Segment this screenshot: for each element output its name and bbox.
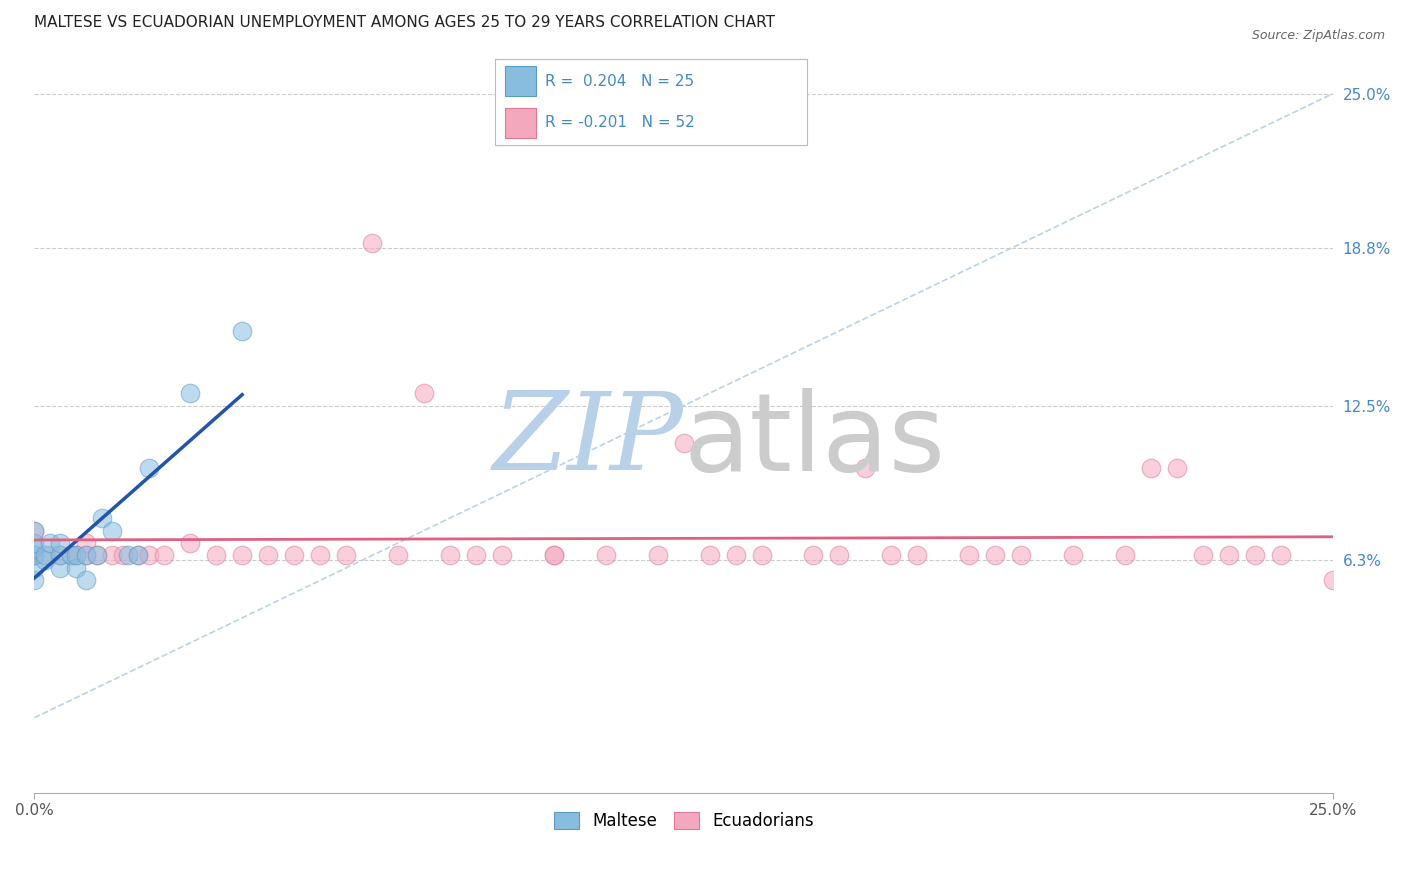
Point bbox=[75, 549, 97, 563]
Point bbox=[39, 549, 62, 563]
Point bbox=[828, 549, 851, 563]
Point bbox=[101, 524, 124, 538]
Point bbox=[179, 386, 201, 401]
Point bbox=[75, 574, 97, 588]
Point bbox=[647, 549, 669, 563]
Point bbox=[1218, 549, 1240, 563]
Point bbox=[86, 549, 108, 563]
Point bbox=[111, 549, 134, 563]
Point bbox=[138, 549, 160, 563]
Point bbox=[65, 561, 87, 575]
Point bbox=[1062, 549, 1084, 563]
Point bbox=[1322, 574, 1344, 588]
Point bbox=[957, 549, 980, 563]
Point bbox=[22, 541, 45, 555]
Point bbox=[283, 549, 305, 563]
Point bbox=[387, 549, 409, 563]
Point bbox=[231, 324, 253, 338]
Point bbox=[65, 549, 87, 563]
Point bbox=[751, 549, 773, 563]
Point bbox=[22, 524, 45, 538]
Point bbox=[724, 549, 747, 563]
Point bbox=[75, 536, 97, 550]
Point bbox=[34, 553, 56, 567]
Point bbox=[90, 511, 112, 525]
Point bbox=[595, 549, 617, 563]
Point bbox=[439, 549, 461, 563]
Point bbox=[22, 524, 45, 538]
Point bbox=[543, 549, 565, 563]
Point bbox=[205, 549, 228, 563]
Text: ZIP: ZIP bbox=[492, 388, 683, 493]
Point bbox=[127, 549, 149, 563]
Point bbox=[257, 549, 280, 563]
Point bbox=[127, 549, 149, 563]
Point bbox=[855, 461, 877, 475]
Point bbox=[1010, 549, 1032, 563]
Point bbox=[22, 549, 45, 563]
Point bbox=[86, 549, 108, 563]
Point bbox=[1114, 549, 1136, 563]
Point bbox=[49, 561, 72, 575]
Point bbox=[1244, 549, 1267, 563]
Point bbox=[1166, 461, 1188, 475]
Point bbox=[699, 549, 721, 563]
Point bbox=[491, 549, 513, 563]
Point bbox=[138, 461, 160, 475]
Legend: Maltese, Ecuadorians: Maltese, Ecuadorians bbox=[547, 805, 820, 837]
Point bbox=[413, 386, 436, 401]
Point bbox=[984, 549, 1007, 563]
Point bbox=[361, 236, 384, 251]
Point bbox=[231, 549, 253, 563]
Point bbox=[101, 549, 124, 563]
Text: MALTESE VS ECUADORIAN UNEMPLOYMENT AMONG AGES 25 TO 29 YEARS CORRELATION CHART: MALTESE VS ECUADORIAN UNEMPLOYMENT AMONG… bbox=[34, 15, 775, 30]
Point bbox=[1140, 461, 1163, 475]
Point bbox=[803, 549, 825, 563]
Point bbox=[22, 574, 45, 588]
Point bbox=[543, 549, 565, 563]
Point bbox=[672, 436, 695, 450]
Point bbox=[905, 549, 928, 563]
Point bbox=[22, 549, 45, 563]
Point bbox=[1270, 549, 1292, 563]
Point bbox=[880, 549, 903, 563]
Point bbox=[59, 549, 82, 563]
Point bbox=[153, 549, 176, 563]
Point bbox=[49, 549, 72, 563]
Point bbox=[22, 561, 45, 575]
Text: Source: ZipAtlas.com: Source: ZipAtlas.com bbox=[1251, 29, 1385, 42]
Point bbox=[464, 549, 486, 563]
Point bbox=[39, 536, 62, 550]
Point bbox=[22, 536, 45, 550]
Point bbox=[59, 549, 82, 563]
Point bbox=[117, 549, 139, 563]
Point bbox=[309, 549, 332, 563]
Point bbox=[335, 549, 357, 563]
Point bbox=[49, 536, 72, 550]
Point bbox=[1192, 549, 1215, 563]
Point bbox=[179, 536, 201, 550]
Point bbox=[34, 549, 56, 563]
Point bbox=[75, 549, 97, 563]
Text: atlas: atlas bbox=[683, 388, 946, 493]
Point bbox=[65, 549, 87, 563]
Point bbox=[49, 549, 72, 563]
